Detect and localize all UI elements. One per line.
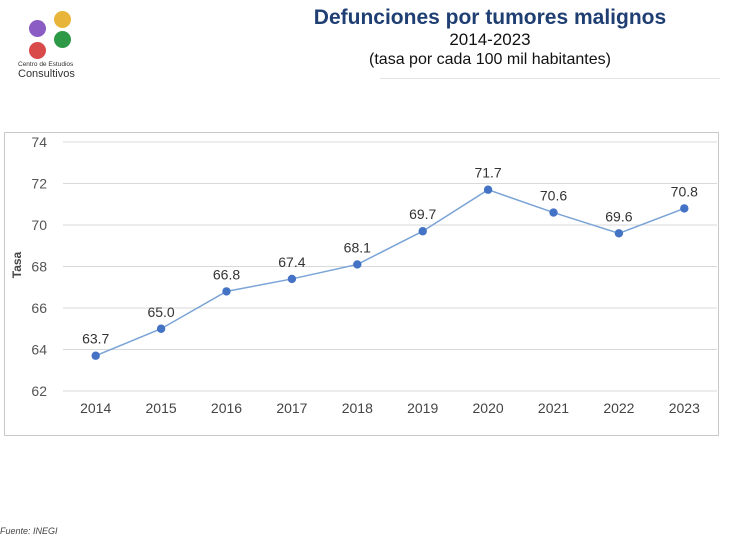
header-divider — [380, 78, 720, 79]
x-tick-label: 2023 — [669, 400, 700, 416]
logo-dot-purple — [29, 20, 46, 37]
series-line-layer — [95, 188, 685, 357]
data-point — [680, 204, 689, 213]
data-point — [614, 229, 624, 238]
logo-text-line2: Consultivos — [18, 68, 75, 80]
data-label: 63.7 — [82, 331, 109, 347]
data-point — [156, 324, 166, 333]
x-tick-label: 2020 — [473, 400, 504, 416]
x-axis: 2014 2015 2016 2017 2018 2019 2020 2021 2022 2023 — [80, 400, 700, 416]
logo: Centro de Estudios Consultivos — [18, 10, 108, 80]
y-axis-label: Tasa — [10, 251, 24, 278]
data-label: 67.4 — [278, 254, 305, 270]
data-point — [418, 227, 427, 236]
x-tick-label: 2017 — [276, 400, 307, 416]
x-tick-label: 2021 — [538, 400, 569, 416]
x-tick-label: 2019 — [407, 400, 438, 416]
data-point — [287, 274, 297, 284]
header: Defunciones por tumores malignos 2014-20… — [270, 6, 710, 70]
data-point — [353, 260, 362, 269]
chart-container: 62 64 66 68 70 72 74 2014 2015 2016 2017 2018 2019 2… — [4, 132, 719, 436]
source-note: Fuente: INEGI — [0, 526, 58, 536]
x-tick-label: 2014 — [80, 400, 111, 416]
y-tick-label: 62 — [31, 383, 47, 399]
y-tick-label: 70 — [31, 217, 47, 233]
unit-subtitle: (tasa por cada 100 mil habitantes) — [369, 51, 611, 68]
data-point — [549, 208, 558, 217]
logo-dot-red — [29, 42, 46, 59]
y-axis: 62 64 66 68 70 72 74 — [31, 134, 47, 399]
period-subtitle: 2014-2023 — [449, 30, 531, 49]
y-tick-label: 64 — [31, 342, 47, 358]
grid-layer — [63, 141, 717, 392]
x-tick-label: 2016 — [211, 400, 242, 416]
y-tick-label: 68 — [31, 259, 47, 275]
data-point — [222, 287, 231, 296]
data-label: 69.7 — [409, 206, 436, 222]
y-tick-label: 74 — [31, 134, 47, 150]
y-tick-label: 72 — [31, 176, 47, 192]
data-label: 69.6 — [605, 208, 632, 224]
logo-dot-yellow — [54, 11, 71, 28]
logo-text-line1: Centro de Estudios — [18, 61, 74, 68]
x-tick-label: 2015 — [146, 400, 177, 416]
data-label: 71.7 — [474, 165, 501, 181]
data-labels-layer: 63.7 65.0 66.8 67.4 68.1 69.7 71.7 70.6 69.6 70.8 — [82, 165, 698, 347]
logo-dot-green — [54, 31, 71, 48]
data-point — [483, 185, 493, 194]
x-tick-label: 2018 — [342, 400, 373, 416]
data-label: 70.6 — [540, 188, 567, 204]
series-points-layer — [91, 185, 689, 360]
page-title: Defunciones por tumores malignos — [313, 6, 667, 29]
data-label: 66.8 — [213, 266, 240, 282]
data-label: 68.1 — [344, 239, 371, 255]
series-line — [95, 188, 685, 357]
data-label: 70.8 — [671, 183, 698, 199]
y-tick-label: 66 — [31, 300, 47, 316]
data-label: 65.0 — [147, 304, 174, 320]
data-point — [91, 351, 100, 360]
x-tick-label: 2022 — [603, 400, 634, 416]
